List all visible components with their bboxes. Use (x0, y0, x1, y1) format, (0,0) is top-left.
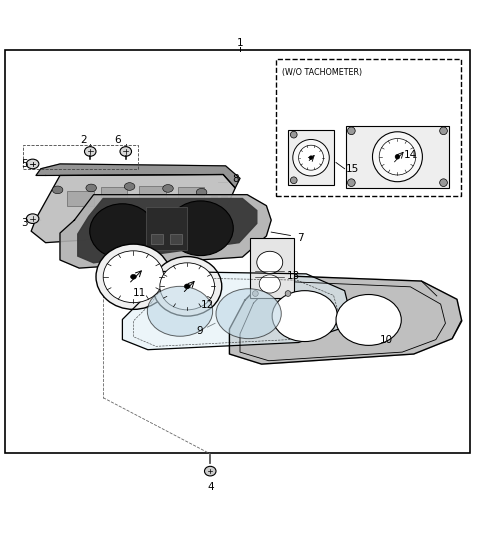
Text: 11: 11 (132, 288, 146, 298)
Text: 8: 8 (232, 174, 239, 184)
Text: 1: 1 (237, 37, 243, 48)
Polygon shape (60, 195, 271, 268)
Ellipse shape (26, 214, 39, 223)
Text: 15: 15 (346, 164, 360, 174)
Text: 6: 6 (114, 135, 121, 145)
Ellipse shape (131, 274, 136, 279)
Bar (146, 207, 187, 250)
Bar (5, 50, 470, 453)
Ellipse shape (299, 145, 324, 170)
Bar (288, 130, 334, 185)
Ellipse shape (184, 284, 190, 289)
Text: 7: 7 (297, 233, 303, 243)
Bar (23, 145, 138, 169)
Polygon shape (229, 275, 462, 364)
Ellipse shape (120, 147, 132, 156)
Ellipse shape (168, 201, 233, 255)
Ellipse shape (86, 184, 96, 192)
Ellipse shape (259, 275, 280, 293)
Ellipse shape (290, 131, 297, 138)
Bar (211, 196, 217, 222)
Text: 2: 2 (81, 135, 87, 145)
Ellipse shape (272, 291, 337, 341)
Polygon shape (122, 272, 349, 349)
Ellipse shape (379, 138, 416, 175)
Ellipse shape (84, 147, 96, 156)
Bar (67, 192, 94, 206)
Ellipse shape (348, 179, 355, 187)
Ellipse shape (216, 289, 281, 339)
Polygon shape (31, 175, 235, 243)
Ellipse shape (90, 204, 155, 259)
Text: 12: 12 (201, 300, 214, 310)
Ellipse shape (204, 466, 216, 476)
Ellipse shape (257, 252, 283, 273)
Text: (W/O TACHOMETER): (W/O TACHOMETER) (282, 68, 362, 77)
Bar (250, 239, 294, 298)
Ellipse shape (440, 127, 447, 135)
Ellipse shape (372, 132, 422, 182)
Ellipse shape (147, 286, 213, 337)
Text: 3: 3 (22, 219, 28, 228)
Text: 5: 5 (21, 159, 27, 169)
Text: 10: 10 (380, 335, 393, 345)
Ellipse shape (348, 127, 355, 135)
Bar (221, 196, 227, 222)
Ellipse shape (395, 154, 400, 159)
Bar (151, 234, 163, 244)
Polygon shape (78, 199, 257, 263)
Ellipse shape (124, 183, 135, 190)
Ellipse shape (96, 244, 171, 309)
Ellipse shape (336, 294, 401, 345)
Polygon shape (36, 164, 240, 188)
Ellipse shape (160, 263, 215, 310)
Ellipse shape (252, 291, 258, 296)
Ellipse shape (52, 186, 63, 194)
Ellipse shape (285, 291, 291, 296)
Bar (346, 126, 449, 188)
Ellipse shape (293, 140, 329, 176)
Ellipse shape (290, 177, 297, 183)
Text: 14: 14 (404, 150, 417, 160)
Bar (178, 188, 204, 202)
Ellipse shape (163, 184, 173, 192)
Bar (101, 188, 127, 202)
Text: 13: 13 (287, 271, 300, 281)
Text: 9: 9 (196, 326, 203, 335)
Ellipse shape (153, 256, 222, 316)
Ellipse shape (196, 188, 207, 196)
Ellipse shape (440, 179, 447, 187)
Bar (139, 186, 166, 200)
Ellipse shape (309, 156, 313, 160)
Bar (170, 234, 182, 244)
Ellipse shape (103, 251, 164, 302)
Bar (276, 60, 461, 196)
Text: 4: 4 (208, 483, 215, 492)
Ellipse shape (26, 159, 39, 169)
